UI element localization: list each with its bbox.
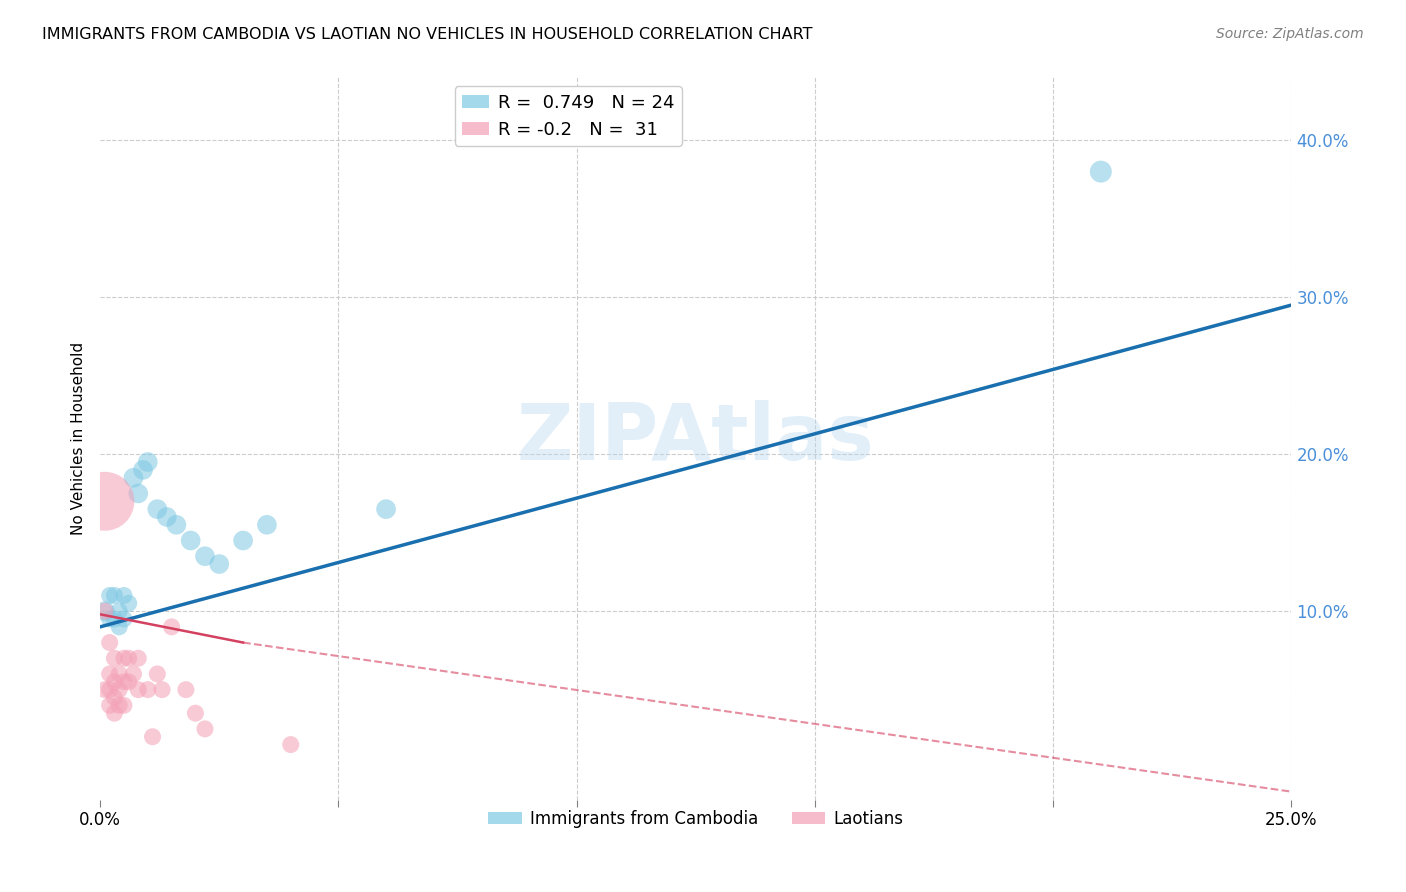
Text: ZIPAtlas: ZIPAtlas bbox=[517, 401, 875, 476]
Point bbox=[127, 682, 149, 697]
Point bbox=[118, 596, 141, 610]
Point bbox=[103, 612, 125, 626]
Point bbox=[98, 667, 121, 681]
Point bbox=[375, 502, 398, 516]
Point bbox=[112, 612, 135, 626]
Point bbox=[122, 471, 145, 485]
Point bbox=[160, 620, 183, 634]
Point bbox=[127, 651, 149, 665]
Point bbox=[122, 667, 145, 681]
Point bbox=[132, 463, 155, 477]
Point bbox=[94, 682, 117, 697]
Legend: Immigrants from Cambodia, Laotians: Immigrants from Cambodia, Laotians bbox=[482, 803, 910, 835]
Point bbox=[256, 517, 278, 532]
Y-axis label: No Vehicles in Household: No Vehicles in Household bbox=[72, 342, 86, 535]
Point bbox=[103, 706, 125, 721]
Point bbox=[94, 604, 117, 618]
Point bbox=[146, 502, 169, 516]
Point bbox=[103, 589, 125, 603]
Point bbox=[108, 682, 131, 697]
Point bbox=[141, 730, 163, 744]
Point bbox=[118, 674, 141, 689]
Point bbox=[103, 690, 125, 705]
Point bbox=[280, 738, 302, 752]
Point bbox=[194, 722, 217, 736]
Point bbox=[127, 486, 149, 500]
Point bbox=[165, 517, 187, 532]
Point bbox=[1090, 164, 1112, 178]
Point bbox=[136, 682, 159, 697]
Point bbox=[180, 533, 202, 548]
Point bbox=[146, 667, 169, 681]
Point bbox=[98, 589, 121, 603]
Point bbox=[94, 604, 117, 618]
Point bbox=[112, 589, 135, 603]
Point bbox=[98, 682, 121, 697]
Point bbox=[108, 620, 131, 634]
Point bbox=[108, 698, 131, 713]
Point bbox=[232, 533, 254, 548]
Point bbox=[94, 494, 117, 508]
Point bbox=[156, 510, 179, 524]
Point bbox=[98, 612, 121, 626]
Point bbox=[184, 706, 207, 721]
Text: Source: ZipAtlas.com: Source: ZipAtlas.com bbox=[1216, 27, 1364, 41]
Text: IMMIGRANTS FROM CAMBODIA VS LAOTIAN NO VEHICLES IN HOUSEHOLD CORRELATION CHART: IMMIGRANTS FROM CAMBODIA VS LAOTIAN NO V… bbox=[42, 27, 813, 42]
Point bbox=[118, 651, 141, 665]
Point bbox=[112, 698, 135, 713]
Point bbox=[103, 651, 125, 665]
Point bbox=[98, 698, 121, 713]
Point bbox=[208, 557, 231, 571]
Point bbox=[150, 682, 173, 697]
Point bbox=[108, 667, 131, 681]
Point bbox=[103, 674, 125, 689]
Point bbox=[174, 682, 197, 697]
Point bbox=[108, 604, 131, 618]
Point bbox=[194, 549, 217, 564]
Point bbox=[98, 635, 121, 649]
Point bbox=[136, 455, 159, 469]
Point bbox=[112, 651, 135, 665]
Point bbox=[112, 674, 135, 689]
